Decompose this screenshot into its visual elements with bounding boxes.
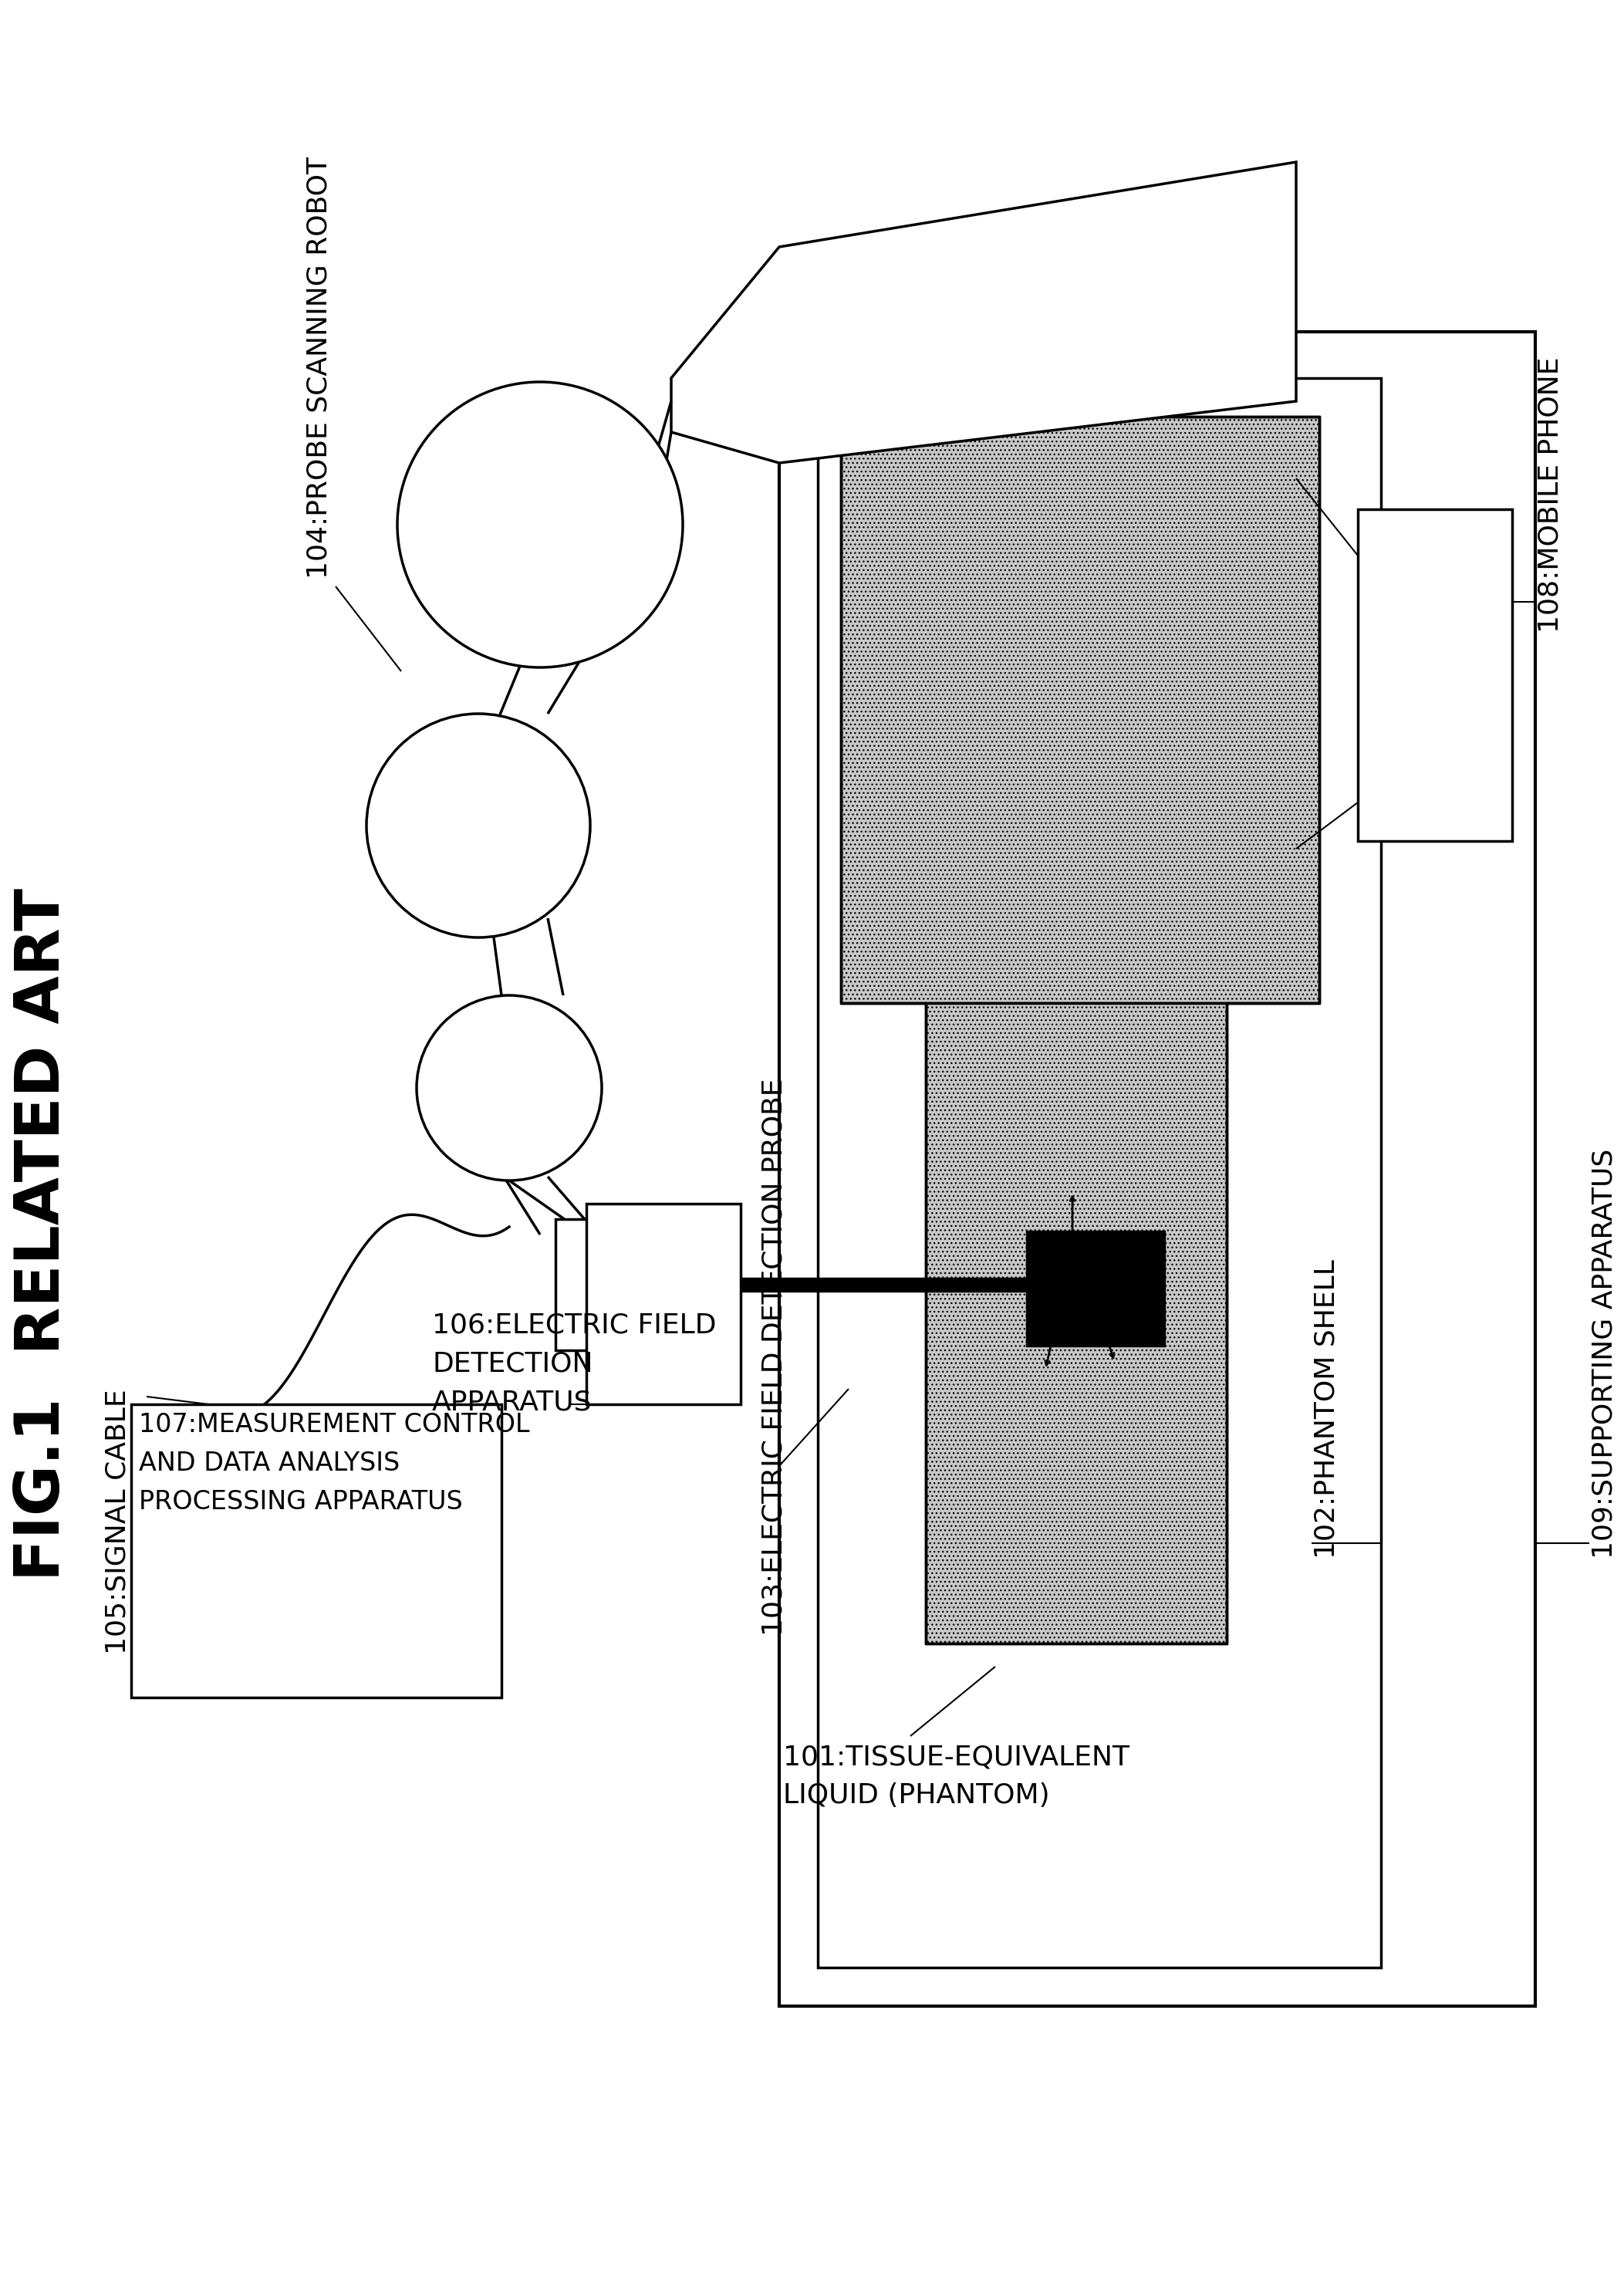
Bar — [841, 418, 1319, 1003]
Bar — [818, 379, 1380, 1968]
Bar — [132, 1405, 502, 1698]
Text: FIG.1  RELATED ART: FIG.1 RELATED ART — [13, 888, 73, 1580]
Text: 106:ELECTRIC FIELD: 106:ELECTRIC FIELD — [432, 1312, 716, 1337]
Text: 105:SIGNAL CABLE: 105:SIGNAL CABLE — [106, 1389, 132, 1655]
Bar — [555, 1219, 676, 1351]
Text: 108:MOBILE PHONE: 108:MOBILE PHONE — [1538, 356, 1564, 633]
Text: 107:MEASUREMENT CONTROL: 107:MEASUREMENT CONTROL — [140, 1412, 529, 1437]
Ellipse shape — [417, 994, 603, 1180]
Text: APPARATUS: APPARATUS — [432, 1389, 593, 1414]
Bar — [926, 1003, 1226, 1643]
Text: AND DATA ANALYSIS: AND DATA ANALYSIS — [140, 1451, 400, 1476]
Polygon shape — [671, 161, 1296, 463]
Text: 104:PROBE SCANNING ROBOT: 104:PROBE SCANNING ROBOT — [305, 157, 331, 579]
Ellipse shape — [398, 381, 682, 667]
Text: 103:ELECTRIC FIELD DETECTION PROBE: 103:ELECTRIC FIELD DETECTION PROBE — [760, 1078, 788, 1637]
Bar — [1026, 1230, 1164, 1346]
Text: 101:TISSUE-EQUIVALENT: 101:TISSUE-EQUIVALENT — [783, 1743, 1129, 1771]
Text: PROCESSING APPARATUS: PROCESSING APPARATUS — [140, 1489, 463, 1514]
Text: LIQUID (PHANTOM): LIQUID (PHANTOM) — [783, 1782, 1049, 1809]
Bar — [586, 1203, 741, 1405]
Text: DETECTION: DETECTION — [432, 1351, 593, 1376]
Ellipse shape — [367, 713, 590, 938]
Bar — [780, 331, 1535, 2007]
Bar — [1358, 508, 1512, 840]
Text: 109:SUPPORTING APPARATUS: 109:SUPPORTING APPARATUS — [1592, 1149, 1618, 1559]
Text: 102:PHANTOM SHELL: 102:PHANTOM SHELL — [1314, 1260, 1340, 1559]
